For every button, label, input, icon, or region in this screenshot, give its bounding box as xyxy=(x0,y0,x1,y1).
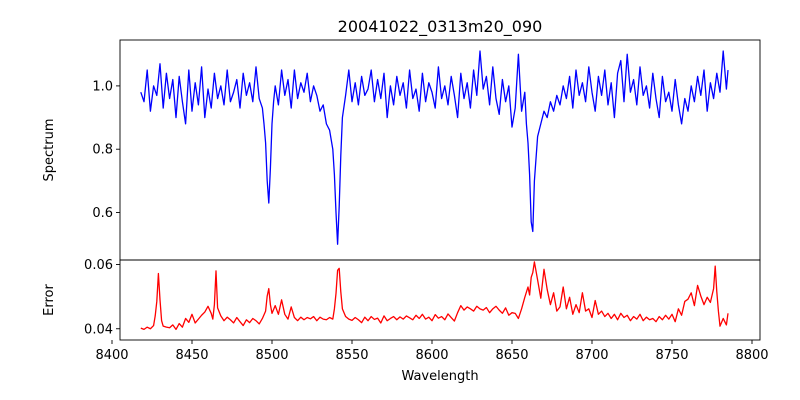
x-tick-label: 8500 xyxy=(255,348,288,363)
spectrum-series-line xyxy=(140,50,729,245)
spectrum-axes-frame xyxy=(119,39,761,261)
error-axes: 0.04 0.06 8400 8450 8500 8550 8600 8650 8700 875… xyxy=(42,258,769,384)
error-plot-area xyxy=(140,261,729,331)
error-y-ticks: 0.04 0.06 xyxy=(84,258,120,337)
spectrum-y-ticks: 0.6 0.8 1.0 xyxy=(92,79,120,221)
wavelength-x-ticks: 8400 8450 8500 8550 8600 8650 8700 8750 8800 xyxy=(95,340,769,363)
spectrum-y-tick-label: 1.0 xyxy=(92,79,113,94)
x-tick-label: 8400 xyxy=(95,348,128,363)
error-y-axis-label: Error xyxy=(42,284,57,316)
x-tick-label: 8600 xyxy=(415,348,448,363)
error-series-line xyxy=(140,261,729,331)
spectrum-y-tick-label: 0.6 xyxy=(92,206,113,221)
chart-title: 20041022_0313m20_090 xyxy=(338,17,543,37)
x-tick-label: 8750 xyxy=(655,348,688,363)
x-tick-label: 8700 xyxy=(575,348,608,363)
x-tick-label: 8800 xyxy=(735,348,768,363)
x-tick-label: 8650 xyxy=(495,348,528,363)
x-tick-label: 8450 xyxy=(175,348,208,363)
spectrum-y-tick-label: 0.8 xyxy=(92,143,113,158)
spectrum-axes: 0.6 0.8 1.0 Spectrum xyxy=(42,39,761,261)
x-tick-label: 8550 xyxy=(335,348,368,363)
spectrum-plot-area xyxy=(140,50,729,245)
error-y-tick-label: 0.04 xyxy=(84,322,113,337)
x-axis-label: Wavelength xyxy=(401,369,478,384)
spectrum-y-axis-label: Spectrum xyxy=(42,119,57,182)
error-y-tick-label: 0.06 xyxy=(84,258,113,273)
error-axes-frame xyxy=(119,259,761,341)
